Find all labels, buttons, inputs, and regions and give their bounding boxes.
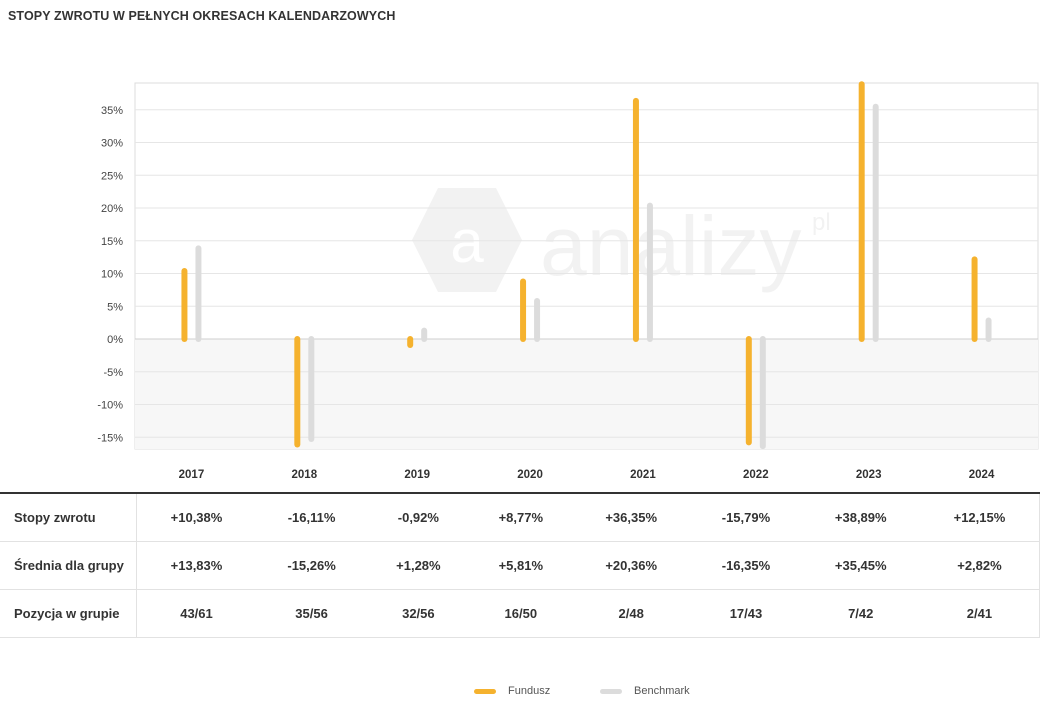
y-tick-label: 25% [101, 170, 123, 182]
table-cell: +38,89% [834, 509, 887, 525]
x-tick-label: 2024 [969, 469, 995, 481]
table-cell: -0,92% [397, 509, 439, 525]
table-cell: -15,79% [721, 509, 771, 525]
table-cell: +10,38% [135, 493, 256, 541]
table-cell: 35/56 [295, 605, 328, 621]
table-cell: +20,36% [605, 557, 658, 573]
y-tick-label: 5% [107, 301, 123, 313]
returns-chart: a analizy pl 35% 30% 25% 20% 15% 10% 5% 0% -5% -10% -… [97, 81, 1039, 481]
table-row: Średnia dla grupy +13,83% -15,26% +1,28%… [0, 541, 1040, 589]
y-tick-label: -15% [97, 432, 123, 444]
x-tick-label: 2018 [292, 469, 318, 481]
legend-label-benchmark: Benchmark [634, 685, 690, 697]
table-cell: -16,35% [721, 557, 771, 573]
table-cell: 43/61 [135, 589, 256, 637]
x-tick-label: 2021 [630, 469, 656, 481]
table-cell: +8,77% [498, 509, 544, 525]
table-cell: +36,35% [605, 509, 658, 525]
y-tick-label: 20% [101, 203, 123, 215]
table-cell: 2/41 [919, 589, 1040, 637]
table-cell: +35,45% [834, 557, 887, 573]
x-tick-label: 2022 [743, 469, 769, 481]
y-tick-label: 30% [101, 138, 123, 150]
watermark-logo: a analizy pl [412, 188, 831, 293]
table-cell: 7/42 [848, 605, 874, 621]
table-cell: +13,83% [135, 541, 256, 589]
svg-text:a: a [450, 208, 484, 275]
table-cell: +1,28% [396, 557, 441, 573]
y-tick-label: 35% [101, 105, 123, 117]
y-tick-label: -5% [103, 367, 123, 379]
table-cell: -16,11% [287, 509, 336, 525]
row-label-group-average: Średnia dla grupy [14, 557, 124, 573]
returns-table: Stopy zwrotu +10,38% -16,11% -0,92% +8,7… [0, 492, 1040, 638]
table-cell: 16/50 [504, 605, 538, 621]
table-row: Stopy zwrotu +10,38% -16,11% -0,92% +8,7… [0, 493, 1040, 541]
x-tick-label: 2023 [856, 469, 882, 481]
table-row: Pozycja w grupie 43/61 35/56 32/56 16/50… [0, 589, 1040, 637]
row-label-returns: Stopy zwrotu [14, 509, 96, 525]
legend-item-fund[interactable]: Fundusz [474, 685, 550, 697]
y-tick-label: 10% [101, 269, 123, 281]
legend-item-benchmark[interactable]: Benchmark [600, 685, 690, 697]
page-title: STOPY ZWROTU W PEŁNYCH OKRESACH KALENDAR… [8, 9, 396, 23]
svg-text:analizy: analizy [540, 199, 801, 293]
x-tick-label: 2020 [517, 469, 543, 481]
table-cell: 17/43 [729, 605, 763, 621]
svg-text:pl: pl [812, 209, 831, 236]
table-cell: +5,81% [498, 557, 544, 573]
row-label-group-position: Pozycja w grupie [14, 605, 120, 621]
table-cell: 32/56 [402, 605, 435, 621]
table-cell: 2/48 [618, 605, 644, 621]
legend-label-fund: Fundusz [508, 685, 551, 697]
legend-swatch-fund [474, 688, 496, 694]
y-tick-label: 15% [101, 236, 123, 248]
x-tick-label: 2017 [179, 469, 205, 481]
table-cell: +2,82% [919, 541, 1040, 589]
y-tick-label: -10% [97, 400, 123, 412]
legend-swatch-benchmark [600, 688, 622, 694]
negative-area [135, 339, 1038, 449]
x-tick-label: 2019 [404, 469, 430, 481]
table-cell: +12,15% [919, 493, 1040, 541]
y-tick-label: 0% [107, 334, 123, 346]
table-cell: -15,26% [287, 557, 336, 573]
